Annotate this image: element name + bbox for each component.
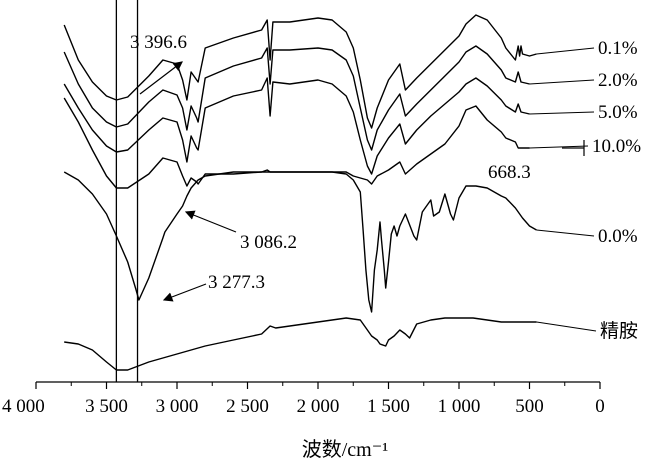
series-label-4: 0.0% [598,226,638,247]
series-line-5 [64,317,537,371]
series-connector-0 [536,47,595,55]
series-line-1 [63,45,530,151]
series-label-2: 5.0% [598,102,638,123]
spectra-series [63,14,537,371]
annotation-arrow-2 [162,283,207,302]
x-tick-label-1: 3 500 [85,396,128,417]
series-label-0: 0.1% [598,38,638,59]
series-label-3: 10.0% [592,136,641,157]
annotation-label-2: 3 277.3 [208,272,265,293]
x-tick-label-5: 1 500 [367,396,410,417]
annotation-label-1: 3 086.2 [240,232,297,253]
series-connector-4 [536,229,595,237]
x-tick-label-0: 4 000 [2,396,45,417]
x-tick-label-7: 500 [515,396,544,417]
x-tick-label-4: 2 000 [297,396,340,417]
annotation-arrow-1 [184,210,237,233]
x-tick-label-6: 1 000 [438,396,481,417]
series-line-3 [63,97,530,189]
series-connector-2 [529,111,595,115]
series-connector-1 [529,79,595,85]
series-label-1: 2.0% [598,70,638,91]
series-labels: 0.1% 2.0% 5.0% 10.0% 0.0% 精胺 [529,38,641,342]
series-connector-3 [529,145,589,149]
series-line-4 [63,171,537,313]
peak-annotations: 3 396.6 3 086.2 3 277.3 668.3 [130,32,585,302]
series-label-5: 精胺 [600,320,638,342]
annotation-arrow-0 [139,61,183,95]
series-line-2 [63,77,530,175]
x-tick-label-3: 2 500 [226,396,269,417]
annotation-label-0: 3 396.6 [130,32,187,53]
annotation-label-3: 668.3 [488,162,531,183]
x-axis-title: 波数/cm⁻¹ [302,438,389,461]
series-connector-5 [536,321,597,332]
x-tick-label-8: 0 [595,396,605,417]
reference-lines [115,0,139,382]
x-tick-label-2: 3 000 [156,396,199,417]
x-axis: 4 000 3 500 3 000 2 500 2 000 1 500 1 000 500 0 [2,381,605,417]
